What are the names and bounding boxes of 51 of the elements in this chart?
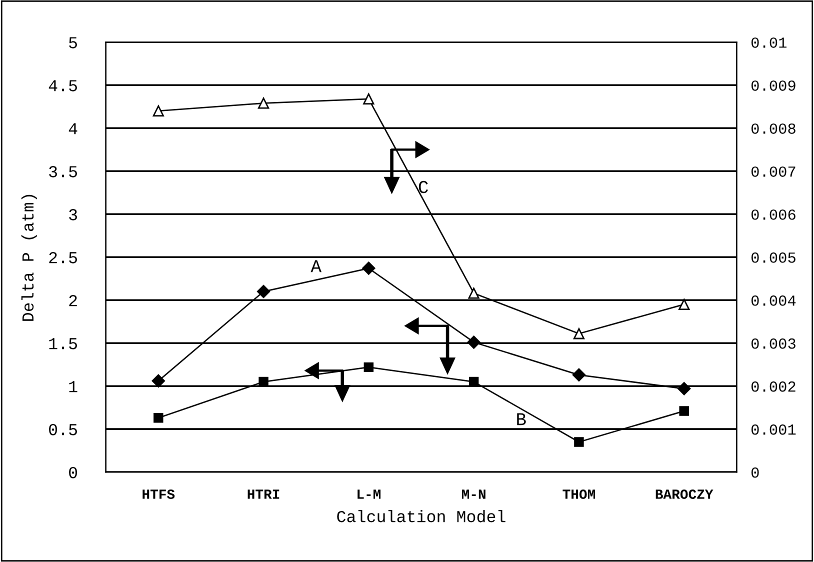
x-tick-label: BAROCZY [656,490,714,499]
point [152,374,165,388]
y-tick-label: 3 [69,209,77,220]
point [154,413,164,423]
point [363,93,374,104]
y2-tick-label: 0.007 [751,166,796,177]
point [152,105,164,116]
point [258,376,268,387]
y2-tick-label: 0.004 [751,295,796,306]
point [573,328,585,340]
y2-tick-label: 0.002 [751,381,796,392]
x-axis-title: Calculation Model [337,510,506,522]
point [364,362,374,372]
x-tick-label: L-M [358,490,381,499]
x-tick-label: THOM [562,490,595,499]
point [679,406,689,416]
x-tick-label: HTRI [248,490,280,499]
series-label: C [418,180,428,194]
series-label: A [310,260,322,272]
y-tick-label: 2.5 [49,252,77,264]
y-tick-label: 3.5 [49,166,77,178]
y-tick-label: 2 [69,295,77,306]
x-tick-label: M-N [462,490,486,499]
y-tick-label: 1 [69,381,78,392]
y2-tick-label: 0.001 [751,424,796,435]
point [468,376,479,387]
point [468,288,480,299]
y2-tick-label: 0.006 [751,209,796,220]
y-tick-label: 0 [69,466,78,478]
point [258,98,270,109]
y-tick-label: 5 [69,37,77,48]
point [678,382,691,396]
y2-tick-label: 0.009 [751,80,796,91]
point [362,262,376,275]
point [467,336,480,349]
y-axis-title: Delta P (atm) [21,194,37,321]
y-tick-label: 1.5 [49,338,77,350]
y-tick-label: 4.5 [48,80,77,92]
x-tick-label: HTFS [142,490,175,499]
y2-tick-label: 0.008 [751,123,796,134]
y2-tick-label: 0.003 [751,338,796,349]
point [256,284,270,298]
point [678,298,690,310]
y2-tick-label: 0.01 [751,37,786,48]
y2-tick-label: 0 [751,467,759,478]
point [572,368,586,382]
y-tick-label: 0.5 [49,424,77,436]
y2-tick-label: 0.005 [751,252,796,263]
series-label: B [517,413,526,426]
point [574,437,584,447]
y-tick-label: 4 [68,123,78,134]
